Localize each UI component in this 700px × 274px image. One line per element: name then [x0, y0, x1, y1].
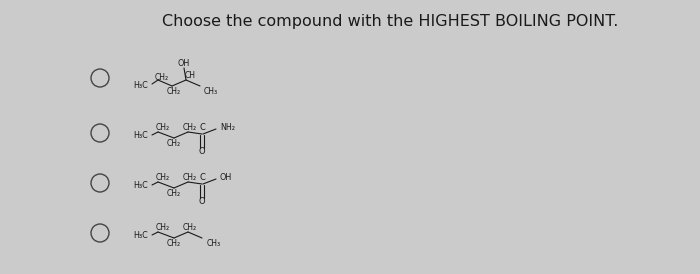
Text: OH: OH	[220, 173, 232, 182]
Text: CH₂: CH₂	[167, 190, 181, 198]
Text: CH₂: CH₂	[156, 173, 170, 182]
Text: H₃C: H₃C	[133, 130, 148, 139]
Text: CH₂: CH₂	[167, 139, 181, 149]
Text: CH₂: CH₂	[167, 239, 181, 249]
Text: H₃C: H₃C	[133, 81, 148, 90]
Text: CH: CH	[185, 72, 195, 81]
Text: Choose the compound with the HIGHEST BOILING POINT.: Choose the compound with the HIGHEST BOI…	[162, 14, 618, 29]
Text: CH₂: CH₂	[183, 224, 197, 233]
Text: CH₂: CH₂	[155, 73, 169, 81]
Text: H₃C: H₃C	[133, 230, 148, 239]
Text: NH₂: NH₂	[220, 124, 235, 133]
Text: O: O	[199, 147, 205, 156]
Text: C: C	[199, 124, 205, 133]
Text: O: O	[199, 198, 205, 207]
Text: OH: OH	[178, 59, 190, 67]
Text: H₃C: H₃C	[133, 181, 148, 190]
Text: CH₃: CH₃	[207, 238, 221, 247]
Text: CH₃: CH₃	[204, 87, 218, 96]
Text: CH₂: CH₂	[183, 124, 197, 133]
Text: CH₂: CH₂	[183, 173, 197, 182]
Text: C: C	[199, 173, 205, 182]
Text: CH₂: CH₂	[156, 224, 170, 233]
Text: CH₂: CH₂	[156, 124, 170, 133]
Text: CH₂: CH₂	[167, 87, 181, 96]
